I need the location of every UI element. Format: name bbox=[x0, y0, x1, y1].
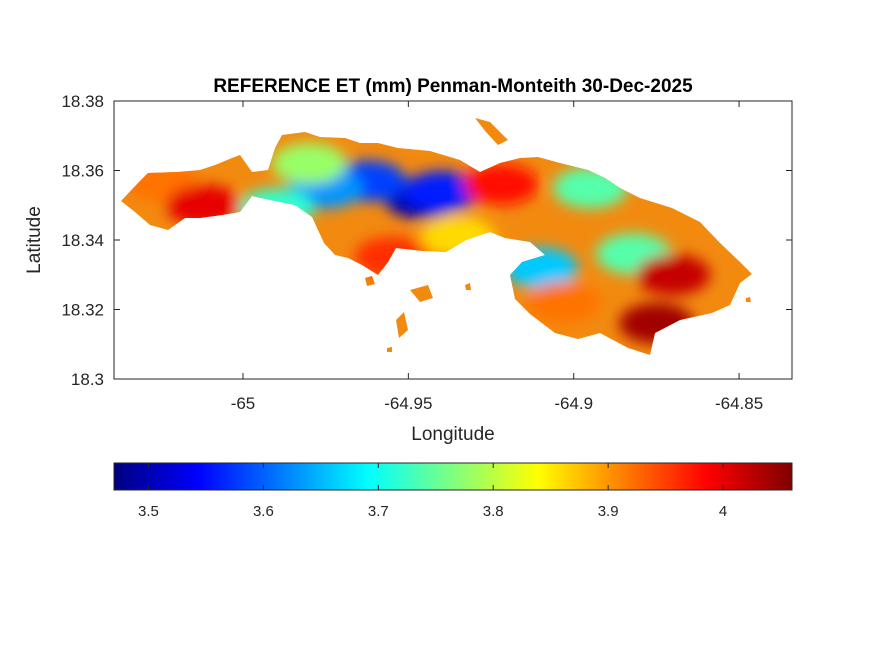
y-tick-label: 18.36 bbox=[61, 162, 104, 181]
colorbar-tick-label: 3.9 bbox=[598, 503, 619, 520]
heatmap-patch-13 bbox=[526, 282, 602, 324]
heatmap-patch-14 bbox=[463, 163, 539, 205]
heatmap-patch-11 bbox=[635, 254, 711, 296]
colorbar-tick-label: 3.5 bbox=[138, 503, 159, 520]
y-tick-label: 18.38 bbox=[61, 92, 104, 111]
x-tick-label: -64.95 bbox=[384, 394, 432, 413]
x-axis-label: Longitude bbox=[411, 424, 494, 445]
heatmap-value-patches bbox=[123, 143, 711, 344]
colorbar-tick-label: 3.7 bbox=[368, 503, 389, 520]
heatmap-patch-8 bbox=[271, 143, 347, 185]
heatmap-patch-3 bbox=[404, 170, 479, 212]
colorbar bbox=[113, 462, 793, 491]
x-tick-label: -64.85 bbox=[715, 394, 763, 413]
y-axis: 18.3 18.32 18.34 18.36 18.38 bbox=[61, 92, 792, 389]
colorbar-axis: 3.5 3.6 3.7 3.8 3.9 4 bbox=[138, 463, 727, 520]
y-tick-label: 18.32 bbox=[61, 301, 104, 320]
y-tick-label: 18.3 bbox=[71, 370, 104, 389]
x-tick-label: -65 bbox=[231, 394, 256, 413]
x-axis: -65 -64.95 -64.9 -64.85 bbox=[231, 101, 763, 413]
colorbar-tick-label: 3.6 bbox=[253, 503, 274, 520]
colorbar-tick-label: 4 bbox=[719, 503, 727, 520]
colorbar-tick-label: 3.8 bbox=[483, 503, 504, 520]
y-tick-label: 18.34 bbox=[61, 231, 104, 250]
chart-title: REFERENCE ET (mm) Penman-Monteith 30-Dec… bbox=[213, 76, 693, 97]
x-tick-label: -64.9 bbox=[554, 394, 593, 413]
y-axis-label: Latitude bbox=[24, 206, 45, 274]
